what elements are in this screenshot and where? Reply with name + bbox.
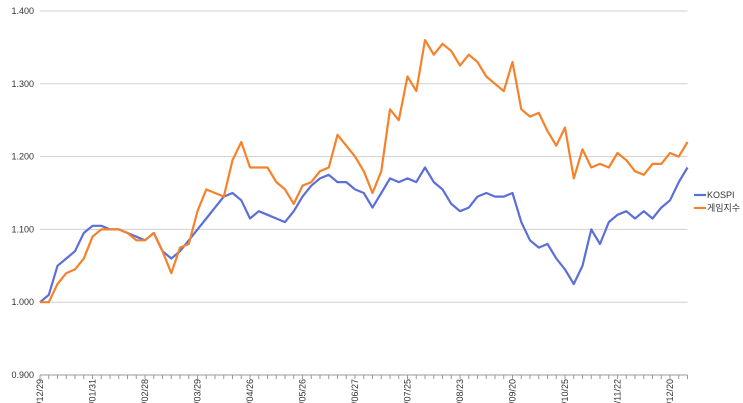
series-line [39, 166, 689, 304]
x-tick-label: 23/03/29 [193, 379, 203, 403]
x-tick-label: 23/05/26 [298, 379, 308, 403]
x-tick-label: 23/09/20 [508, 379, 518, 403]
y-tick-label: 1.100 [11, 224, 34, 234]
y-tick-label: 1.400 [11, 6, 34, 16]
x-tick-label: 22/12/29 [35, 379, 45, 403]
series-line [40, 38, 689, 304]
x-tick-label: 23/08/23 [455, 379, 465, 403]
y-tick-label: 0.900 [11, 370, 34, 380]
y-tick-label: 1.200 [11, 152, 34, 162]
legend-label: KOSPI [707, 190, 735, 200]
x-tick-label: 23/06/27 [350, 379, 360, 403]
y-tick-label: 1.300 [11, 79, 34, 89]
x-tick-label: 23/07/25 [403, 379, 413, 403]
x-tick-label: 23/01/31 [88, 379, 98, 403]
x-tick-label: 23/04/26 [245, 379, 255, 403]
x-tick-label: 23/10/25 [560, 379, 570, 403]
x-tick-label: 23/11/22 [613, 379, 623, 403]
x-tick-label: 23/02/28 [140, 379, 150, 403]
x-tick-label: 23/12/20 [665, 379, 675, 403]
y-tick-label: 1.000 [11, 297, 34, 307]
legend-label: 게임지수 [707, 202, 740, 213]
